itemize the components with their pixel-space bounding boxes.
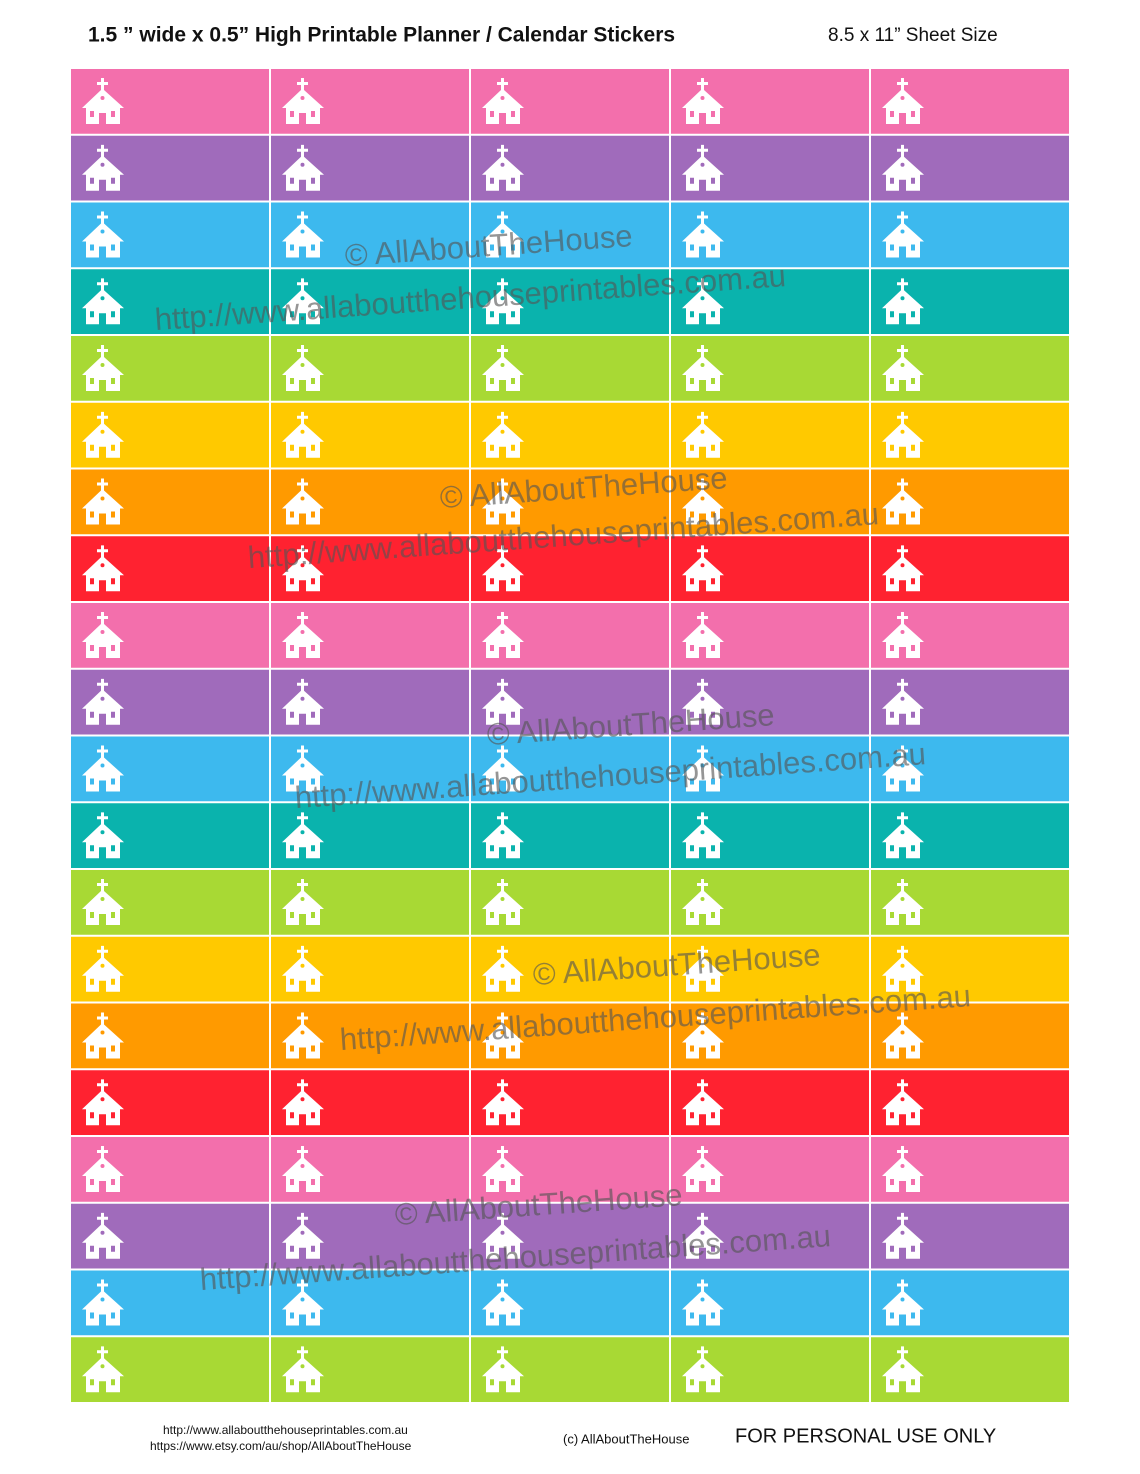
- usage-notice: FOR PERSONAL USE ONLY: [735, 1425, 996, 1447]
- footer-link: https://www.etsy.com/au/shop/AllAboutThe…: [150, 1439, 412, 1453]
- sticker-grid: [71, 69, 1069, 1402]
- title: 1.5 ” wide x 0.5” High Printable Planner…: [88, 24, 675, 47]
- footer-link: http://www.allaboutthehouseprintables.co…: [163, 1423, 408, 1437]
- copyright: (c) AllAboutTheHouse: [563, 1431, 689, 1446]
- sheet-size: 8.5 x 11” Sheet Size: [828, 25, 998, 46]
